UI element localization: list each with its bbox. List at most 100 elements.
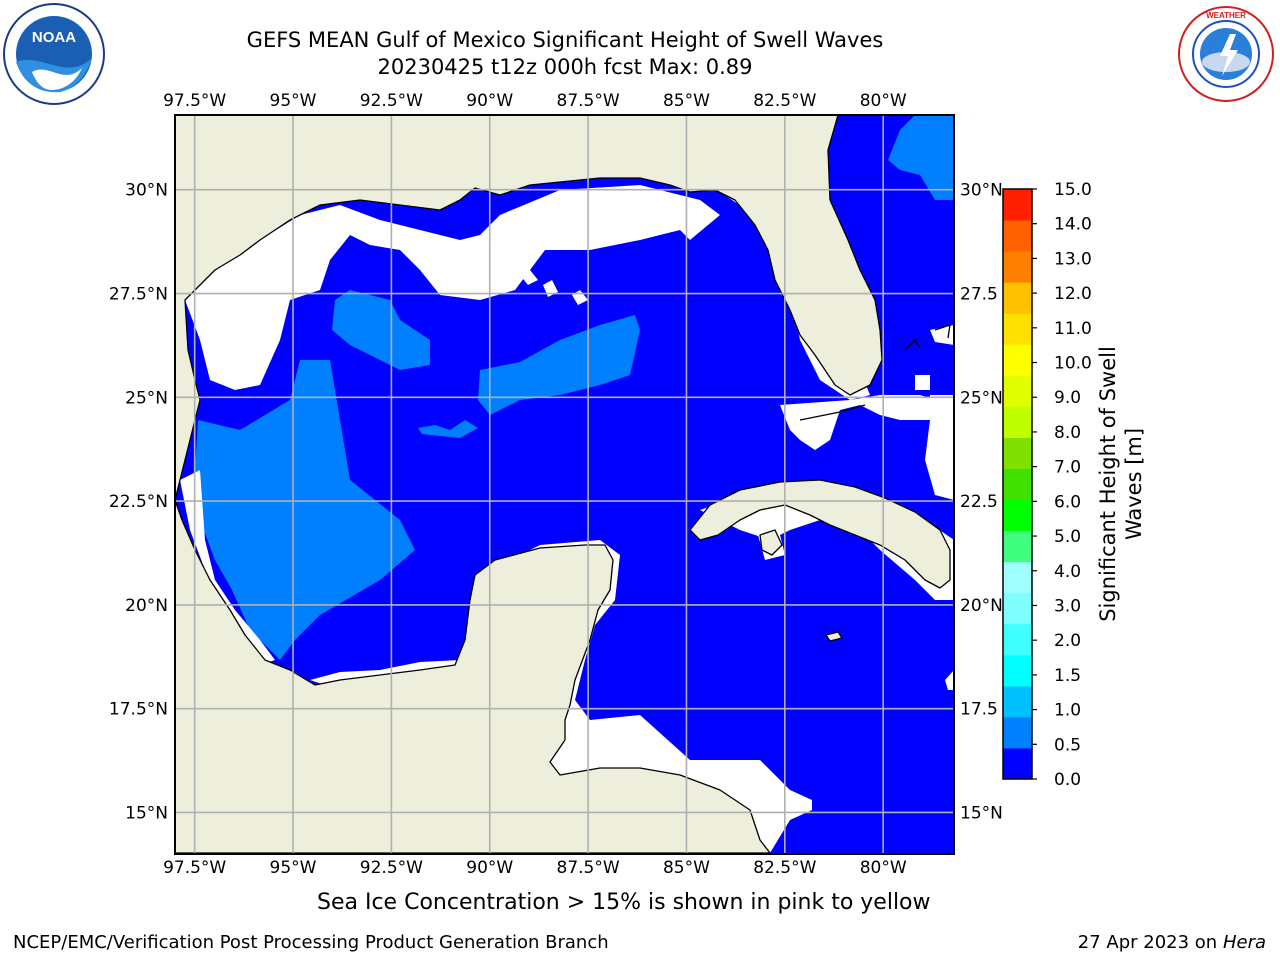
colorbar-label: Significant Height of SwellWaves [m] — [1096, 346, 1146, 622]
no-data-region-7 — [780, 395, 930, 450]
lon-tick-bottom-0: 97.5°W — [163, 858, 226, 878]
colorbar-segment-5 — [1003, 592, 1032, 625]
footer-date-text: 27 Apr 2023 on — [1077, 932, 1223, 953]
lat-tick-left-4: 20°N — [125, 596, 168, 616]
swell-region-mid-2 — [478, 315, 640, 415]
no-data-region-13 — [180, 470, 275, 665]
no-data-region-15 — [945, 670, 954, 690]
colorbar-segment-3 — [1003, 654, 1032, 687]
colorbar-segment-9 — [1003, 468, 1032, 501]
lat-tick-right-6: 15°N — [960, 803, 1003, 823]
colorbar-segment-11 — [1003, 406, 1032, 438]
no-data-region-9 — [915, 375, 930, 390]
lon-tick-bottom-6: 82.5°W — [753, 858, 816, 878]
colorbar-tick-label-12: 10.0 — [1054, 354, 1092, 374]
colorbar-frame — [1002, 188, 1033, 780]
lat-tick-right-2: 25°N — [960, 388, 1003, 408]
swell-region-mid-0 — [195, 360, 415, 660]
footer-date: 27 Apr 2023 on Hera — [1078, 932, 1266, 953]
colorbar-tick-label-4: 2.0 — [1054, 631, 1081, 651]
lat-tick-right-1: 27.5 — [960, 285, 998, 305]
lon-tick-top-6: 82.5°W — [753, 91, 816, 111]
no-data-region-2 — [520, 270, 538, 285]
colorbar-tick-label-8: 6.0 — [1054, 492, 1081, 512]
lat-tick-left-1: 27.5°N — [109, 285, 168, 305]
colorbar-tick-label-9: 7.0 — [1054, 458, 1081, 478]
swell-region-mid-4 — [888, 115, 954, 200]
lon-tick-top-5: 85°W — [663, 91, 710, 111]
no-data-region-0 — [185, 185, 720, 390]
coast-detail-2 — [799, 404, 866, 421]
svg-text:WEATHER: WEATHER — [1206, 11, 1246, 20]
colorbar-tick-label-6: 4.0 — [1054, 562, 1081, 582]
colorbar-segment-1 — [1003, 716, 1032, 749]
colorbar-tick-label-3: 1.5 — [1054, 666, 1081, 686]
colorbar-segment-13 — [1003, 344, 1032, 376]
colorbar-tick-label-17: 15.0 — [1054, 180, 1092, 200]
colorbar-tick-label-13: 11.0 — [1054, 319, 1092, 339]
lon-tick-bottom-7: 80°W — [860, 858, 907, 878]
colorbar-segment-16 — [1003, 251, 1032, 283]
lon-tick-top-7: 80°W — [860, 91, 907, 111]
colorbar-segment-0 — [1003, 747, 1032, 780]
lon-tick-bottom-5: 85°W — [663, 858, 710, 878]
noaa-logo-text: NOAA — [32, 29, 76, 46]
chart-subtitle: 20230425 t12z 000h fcst Max: 0.89 — [377, 55, 753, 79]
lon-tick-top-0: 97.5°W — [163, 91, 226, 111]
lon-tick-top-3: 90°W — [466, 91, 513, 111]
lat-tick-left-2: 25°N — [125, 388, 168, 408]
colorbar-segment-17 — [1003, 220, 1032, 252]
colorbar-tick-label-10: 8.0 — [1054, 423, 1081, 443]
lat-tick-left-3: 22.5°N — [109, 492, 168, 512]
no-data-region-8 — [925, 395, 954, 500]
noaa-logo: NOAA — [3, 3, 105, 105]
colorbar-label-line1: Significant Height of Swell — [1096, 346, 1120, 622]
lat-tick-left-0: 30°N — [125, 181, 168, 201]
lon-tick-top-2: 92.5°W — [360, 91, 423, 111]
colorbar-tick-label-0: 0.0 — [1054, 770, 1081, 790]
land-mass-4 — [825, 631, 843, 642]
colorbar-segment-10 — [1003, 437, 1032, 469]
colorbar-segment-18 — [1003, 189, 1032, 221]
colorbar-segment-14 — [1003, 313, 1032, 345]
colorbar-segment-8 — [1003, 499, 1032, 532]
land-mass-1 — [175, 499, 771, 854]
nws-logo: WEATHER — [1178, 6, 1274, 102]
land-mass-3 — [759, 529, 783, 556]
lat-tick-left-5: 17.5°N — [109, 700, 168, 720]
colorbar-tick-label-2: 1.0 — [1054, 701, 1081, 721]
coast-detail-0 — [904, 338, 921, 351]
lon-tick-bottom-4: 87.5°W — [557, 858, 620, 878]
no-data-region-1 — [440, 265, 480, 295]
colorbar-tick-label-14: 12.0 — [1054, 284, 1092, 304]
map-layers — [175, 115, 954, 854]
footer-host: Hera — [1222, 932, 1266, 953]
coast-detail-1 — [934, 324, 951, 339]
colorbar-tick-label-11: 9.0 — [1054, 388, 1081, 408]
colorbar-segment-6 — [1003, 561, 1032, 594]
colorbar-tick-label-7: 5.0 — [1054, 527, 1081, 547]
colorbar-label-line2: Waves [m] — [1122, 428, 1146, 540]
land-mass-0 — [175, 115, 883, 501]
colorbar-tick-label-1: 0.5 — [1054, 735, 1081, 755]
lat-tick-right-3: 22.5 — [960, 492, 998, 512]
lat-tick-right-4: 20°N — [960, 596, 1003, 616]
lat-tick-left-6: 15°N — [125, 803, 168, 823]
lon-tick-bottom-2: 92.5°W — [360, 858, 423, 878]
lon-tick-top-1: 95°W — [270, 91, 317, 111]
lat-tick-right-0: 30°N — [960, 181, 1003, 201]
lon-tick-top-4: 87.5°W — [557, 91, 620, 111]
map-frame — [174, 114, 955, 855]
no-data-region-5 — [620, 195, 648, 222]
colorbar-segment-12 — [1003, 375, 1032, 407]
colorbar-segment-4 — [1003, 623, 1032, 656]
colorbar-tick-label-16: 14.0 — [1054, 215, 1092, 235]
swell-region-mid-1 — [332, 290, 430, 370]
colorbar-tick-label-5: 3.0 — [1054, 596, 1081, 616]
land-mass-2 — [689, 479, 951, 589]
colorbar-segment-15 — [1003, 282, 1032, 314]
sea-ice-note: Sea Ice Concentration > 15% is shown in … — [317, 890, 931, 915]
swell-region-mid-3 — [418, 420, 478, 438]
